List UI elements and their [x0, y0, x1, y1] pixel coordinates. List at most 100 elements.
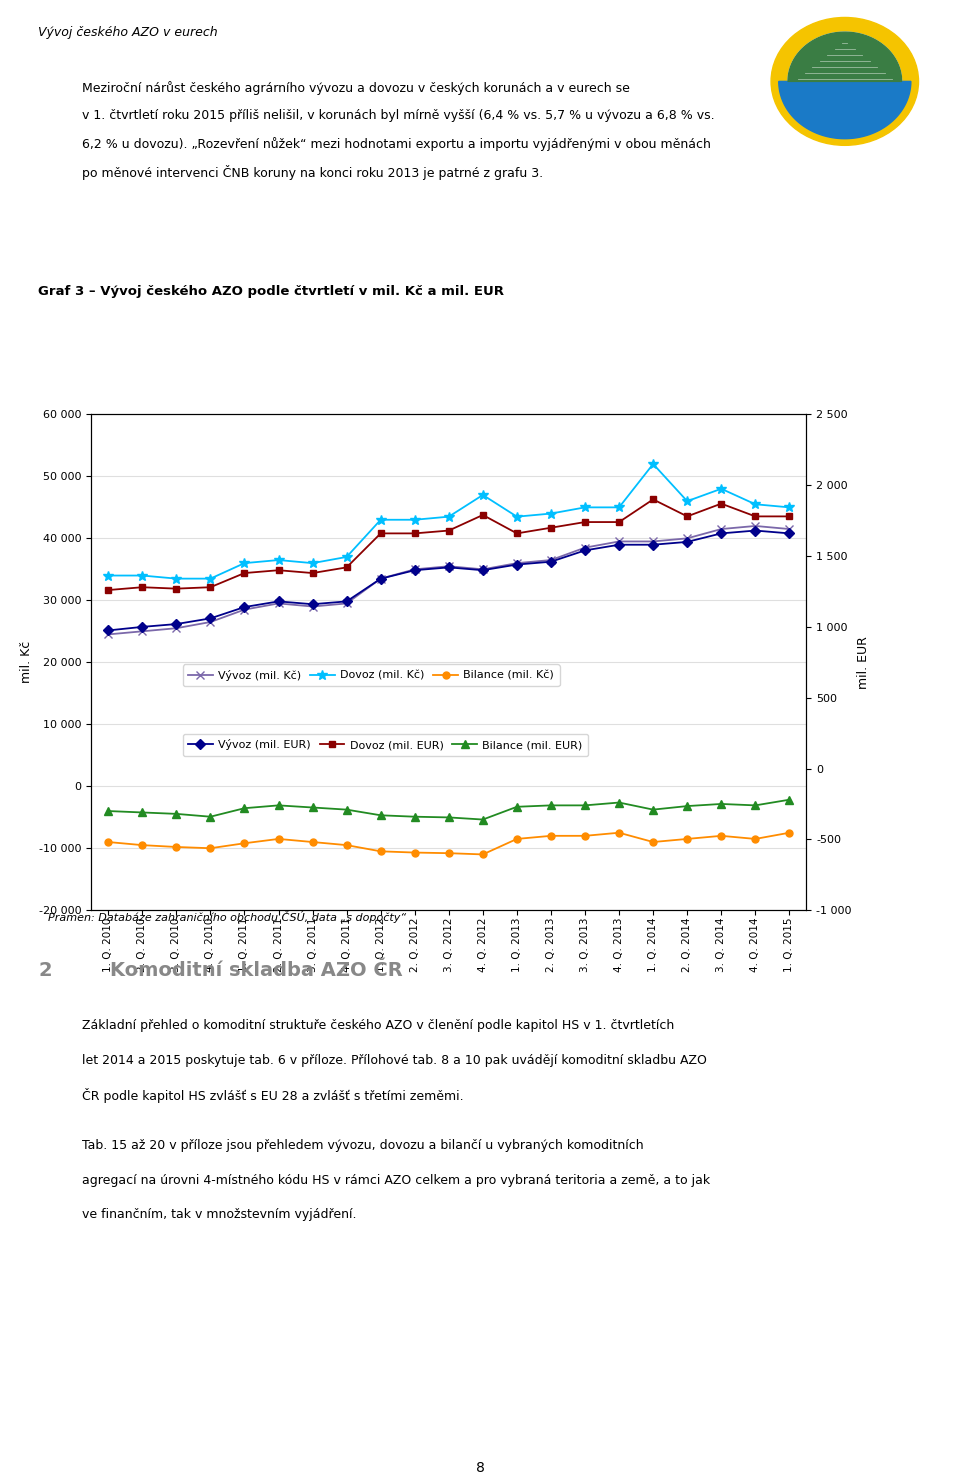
Dovoz (mil. Kč) [307, 555, 319, 573]
Dovoz (mil. EUR) [511, 524, 522, 542]
Dovoz (mil. EUR) [103, 582, 114, 599]
Bilance (mil. Kč) [715, 827, 727, 845]
Vývoz (mil. EUR) [103, 622, 114, 639]
Bilance (mil. Kč) [783, 824, 795, 842]
Vývoz (mil. EUR) [341, 592, 352, 610]
Vývoz (mil. Kč) [682, 530, 693, 548]
Dovoz (mil. Kč) [477, 485, 489, 503]
Bilance (mil. Kč) [341, 836, 352, 854]
Dovoz (mil. Kč) [783, 499, 795, 517]
Dovoz (mil. EUR) [375, 524, 387, 542]
Dovoz (mil. EUR) [477, 506, 489, 524]
Bilance (mil. Kč) [409, 844, 420, 861]
Vývoz (mil. EUR) [171, 616, 182, 633]
Bilance (mil. EUR) [443, 808, 454, 826]
Dovoz (mil. Kč) [239, 555, 251, 573]
Dovoz (mil. EUR) [783, 508, 795, 525]
Dovoz (mil. EUR) [715, 494, 727, 512]
Bilance (mil. EUR) [307, 799, 319, 817]
Bilance (mil. EUR) [613, 793, 625, 811]
Dovoz (mil. Kč) [511, 508, 522, 525]
Vývoz (mil. EUR) [511, 555, 522, 573]
Dovoz (mil. EUR) [171, 580, 182, 598]
Text: Pramen: Databáze zahraničního obchodu ČSÚ, data „s dopočty“: Pramen: Databáze zahraničního obchodu ČS… [48, 910, 406, 922]
Vývoz (mil. EUR) [204, 610, 216, 628]
Text: Komoditní skladba AZO ČR: Komoditní skladba AZO ČR [110, 961, 403, 980]
Vývoz (mil. EUR) [443, 558, 454, 576]
Dovoz (mil. Kč) [341, 548, 352, 565]
Vývoz (mil. Kč) [409, 561, 420, 579]
Bilance (mil. Kč) [375, 842, 387, 860]
Bilance (mil. EUR) [273, 796, 284, 814]
Vývoz (mil. EUR) [136, 619, 148, 636]
Dovoz (mil. Kč) [443, 508, 455, 525]
Bilance (mil. Kč) [477, 845, 489, 863]
Text: 6,2 % u dovozu). „Rozevření nůžek“ mezi hodnotami exportu a importu vyjádřenými : 6,2 % u dovozu). „Rozevření nůžek“ mezi … [82, 136, 710, 151]
Vývoz (mil. Kč) [579, 539, 590, 556]
Dovoz (mil. EUR) [545, 519, 557, 537]
Vývoz (mil. Kč) [307, 598, 319, 616]
Dovoz (mil. Kč) [715, 480, 727, 497]
Bilance (mil. EUR) [341, 801, 352, 818]
Bilance (mil. Kč) [443, 844, 455, 861]
Bilance (mil. Kč) [579, 827, 590, 845]
Vývoz (mil. Kč) [750, 517, 761, 534]
Dovoz (mil. EUR) [136, 579, 148, 596]
Dovoz (mil. Kč) [103, 567, 114, 585]
Bilance (mil. Kč) [239, 835, 251, 852]
Dovoz (mil. EUR) [341, 558, 352, 576]
Vývoz (mil. EUR) [375, 570, 387, 588]
Bilance (mil. Kč) [750, 830, 761, 848]
Vývoz (mil. Kč) [613, 533, 625, 551]
Vývoz (mil. EUR) [545, 554, 557, 571]
Bilance (mil. EUR) [239, 799, 251, 817]
Vývoz (mil. Kč) [443, 558, 455, 576]
Dovoz (mil. EUR) [647, 490, 659, 508]
Line: Dovoz (mil. EUR): Dovoz (mil. EUR) [105, 496, 793, 593]
Dovoz (mil. Kč) [579, 499, 590, 517]
Dovoz (mil. EUR) [307, 564, 319, 582]
Vývoz (mil. Kč) [341, 595, 352, 613]
Text: Graf 3 – Vývoj českého AZO podle čtvrtletí v mil. Kč a mil. EUR: Graf 3 – Vývoj českého AZO podle čtvrtle… [38, 284, 504, 297]
Dovoz (mil. Kč) [204, 570, 216, 588]
Bilance (mil. Kč) [511, 830, 522, 848]
Vývoz (mil. EUR) [579, 542, 590, 559]
Bilance (mil. Kč) [136, 836, 148, 854]
Vývoz (mil. Kč) [204, 613, 216, 630]
Vývoz (mil. EUR) [409, 561, 420, 579]
Bilance (mil. EUR) [750, 796, 761, 814]
Vývoz (mil. Kč) [103, 626, 114, 644]
Vývoz (mil. Kč) [511, 555, 522, 573]
Dovoz (mil. Kč) [409, 511, 420, 528]
Polygon shape [779, 81, 911, 139]
Dovoz (mil. Kč) [375, 511, 387, 528]
Bilance (mil. EUR) [409, 808, 420, 826]
Vývoz (mil. EUR) [477, 561, 489, 579]
Polygon shape [788, 33, 901, 81]
Text: let 2014 a 2015 poskytuje tab. 6 v příloze. Přílohové tab. 8 a 10 pak uvádějí ko: let 2014 a 2015 poskytuje tab. 6 v přílo… [82, 1054, 707, 1067]
Dovoz (mil. EUR) [613, 514, 625, 531]
Vývoz (mil. EUR) [715, 524, 727, 542]
Bilance (mil. EUR) [682, 798, 693, 815]
Vývoz (mil. EUR) [682, 533, 693, 551]
Bilance (mil. EUR) [103, 802, 114, 820]
Vývoz (mil. Kč) [477, 561, 489, 579]
Text: Meziroční nárůst českého agrárního vývozu a dovozu v českých korunách a v eurech: Meziroční nárůst českého agrárního vývoz… [82, 81, 630, 95]
Bilance (mil. Kč) [204, 839, 216, 857]
Dovoz (mil. EUR) [443, 521, 454, 539]
Bilance (mil. Kč) [647, 833, 659, 851]
Dovoz (mil. EUR) [273, 561, 284, 579]
Dovoz (mil. EUR) [204, 579, 216, 596]
Dovoz (mil. Kč) [647, 456, 659, 474]
Bilance (mil. Kč) [103, 833, 114, 851]
Bilance (mil. EUR) [136, 804, 148, 821]
Bilance (mil. EUR) [545, 796, 557, 814]
Bilance (mil. EUR) [511, 798, 522, 815]
Bilance (mil. EUR) [204, 808, 216, 826]
Vývoz (mil. Kč) [171, 619, 182, 636]
Dovoz (mil. EUR) [579, 514, 590, 531]
Bilance (mil. EUR) [783, 790, 795, 808]
Dovoz (mil. EUR) [750, 508, 761, 525]
Vývoz (mil. Kč) [375, 570, 387, 588]
Line: Bilance (mil. Kč): Bilance (mil. Kč) [105, 829, 793, 858]
